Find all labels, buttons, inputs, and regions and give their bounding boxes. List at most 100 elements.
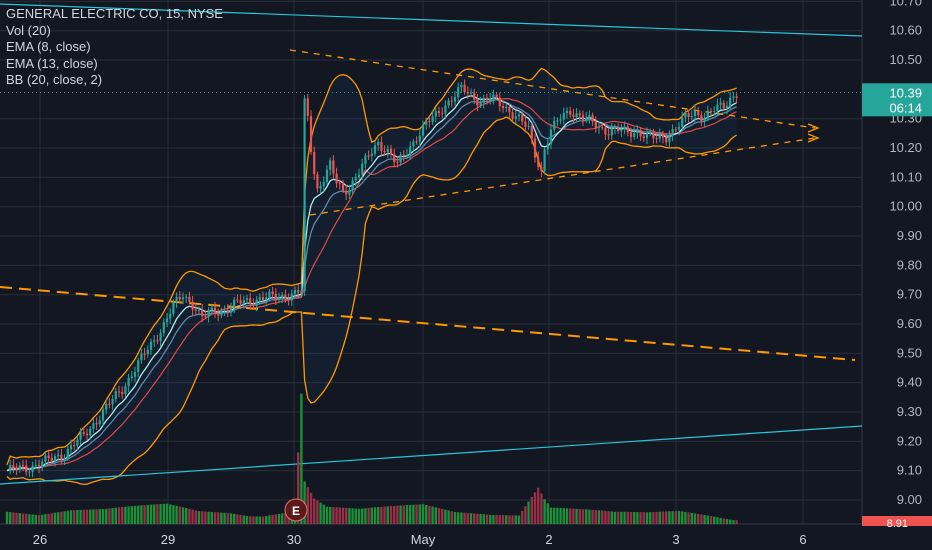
candle-body[interactable] <box>437 111 441 114</box>
candle-body[interactable] <box>620 129 623 132</box>
candle-body[interactable] <box>495 94 498 98</box>
candle-body[interactable] <box>300 291 303 293</box>
candle-body[interactable] <box>236 299 239 301</box>
candle-body[interactable] <box>121 391 124 394</box>
candle-body[interactable] <box>652 132 655 139</box>
triangle-lower-line[interactable] <box>309 137 816 216</box>
candle-body[interactable] <box>117 391 121 393</box>
candle-body[interactable] <box>703 118 706 122</box>
candle-body[interactable] <box>716 104 719 111</box>
candle-body[interactable] <box>92 423 95 429</box>
candle-body[interactable] <box>197 309 201 311</box>
candle-body[interactable] <box>594 121 597 129</box>
candle-body[interactable] <box>649 132 652 134</box>
candle-body[interactable] <box>428 121 431 123</box>
candle-body[interactable] <box>268 291 271 298</box>
candle-body[interactable] <box>31 465 34 472</box>
candle-body[interactable] <box>133 371 137 377</box>
candle-body[interactable] <box>511 112 514 119</box>
candle-body[interactable] <box>284 294 287 300</box>
candle-body[interactable] <box>658 134 661 139</box>
candle-body[interactable] <box>245 298 249 301</box>
candle-body[interactable] <box>261 297 265 301</box>
candle-body[interactable] <box>466 92 469 94</box>
candle-body[interactable] <box>521 114 524 122</box>
candle-body[interactable] <box>18 465 21 470</box>
last-price-badge[interactable] <box>862 83 932 117</box>
candle-body[interactable] <box>575 113 578 118</box>
candle-body[interactable] <box>668 136 671 143</box>
candle-body[interactable] <box>357 174 361 178</box>
candle-body[interactable] <box>396 162 399 164</box>
candle-body[interactable] <box>313 151 316 175</box>
candle-body[interactable] <box>514 116 517 119</box>
candle-body[interactable] <box>277 297 281 300</box>
candle-body[interactable] <box>386 148 389 153</box>
candle-body[interactable] <box>274 294 277 300</box>
candle-body[interactable] <box>578 113 581 116</box>
candle-body[interactable] <box>690 116 693 118</box>
candle-body[interactable] <box>613 127 617 129</box>
candle-body[interactable] <box>146 349 149 355</box>
candle-body[interactable] <box>156 340 159 342</box>
candle-body[interactable] <box>9 464 12 471</box>
candle-body[interactable] <box>217 313 220 316</box>
candle-body[interactable] <box>485 97 489 101</box>
legend-ema8[interactable]: EMA (8, close) <box>6 39 91 54</box>
candle-body[interactable] <box>607 134 610 136</box>
candle-body[interactable] <box>252 303 255 306</box>
candle-body[interactable] <box>95 423 98 425</box>
candle-body[interactable] <box>41 461 44 468</box>
candle-body[interactable] <box>63 458 66 460</box>
candle-body[interactable] <box>623 126 626 130</box>
candle-body[interactable] <box>201 309 204 317</box>
candle-body[interactable] <box>159 332 162 342</box>
candle-body[interactable] <box>239 300 242 304</box>
candle-body[interactable] <box>316 174 319 189</box>
candle-body[interactable] <box>457 87 460 97</box>
candle-body[interactable] <box>549 129 553 144</box>
candle-body[interactable] <box>498 97 501 107</box>
candle-body[interactable] <box>412 141 415 147</box>
candle-body[interactable] <box>338 183 341 185</box>
candle-body[interactable] <box>290 293 293 301</box>
candle-body[interactable] <box>185 296 188 298</box>
candle-body[interactable] <box>178 296 181 300</box>
candle-body[interactable] <box>322 182 325 187</box>
candle-body[interactable] <box>207 310 210 317</box>
candle-body[interactable] <box>223 309 226 311</box>
candle-body[interactable] <box>361 163 364 175</box>
earnings-marker-icon[interactable] <box>284 498 308 522</box>
trendline-support[interactable] <box>0 425 863 485</box>
candle-body[interactable] <box>725 106 729 109</box>
candle-body[interactable] <box>476 99 479 106</box>
candle-body[interactable] <box>69 445 73 450</box>
candle-body[interactable] <box>15 467 18 470</box>
candle-body[interactable] <box>677 126 681 130</box>
candle-body[interactable] <box>306 98 309 116</box>
candle-body[interactable] <box>447 100 450 106</box>
candle-body[interactable] <box>373 145 377 154</box>
candle-body[interactable] <box>540 166 543 172</box>
candle-body[interactable] <box>140 353 143 361</box>
candle-body[interactable] <box>524 121 527 127</box>
candle-body[interactable] <box>85 433 89 436</box>
trendline-orange-dashed[interactable] <box>0 286 856 361</box>
candle-body[interactable] <box>732 96 735 98</box>
candle-body[interactable] <box>325 169 329 183</box>
candle-body[interactable] <box>210 307 213 311</box>
candle-body[interactable] <box>393 154 396 163</box>
candle-body[interactable] <box>610 128 613 136</box>
candle-body[interactable] <box>380 142 383 151</box>
candle-body[interactable] <box>60 454 63 460</box>
candle-body[interactable] <box>553 120 556 130</box>
candle-body[interactable] <box>127 378 130 387</box>
candle-body[interactable] <box>585 117 588 121</box>
candle-body[interactable] <box>149 341 153 350</box>
candle-body[interactable] <box>79 432 82 440</box>
candle-body[interactable] <box>105 403 108 410</box>
candle-body[interactable] <box>44 455 47 462</box>
candle-body[interactable] <box>581 115 585 121</box>
candle-body[interactable] <box>194 309 197 311</box>
